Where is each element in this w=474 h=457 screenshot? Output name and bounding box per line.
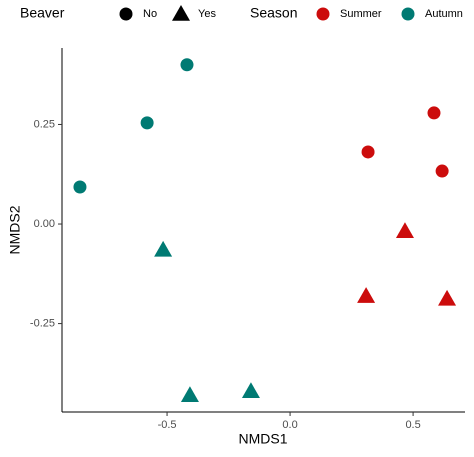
legend-title: Beaver [20, 5, 65, 21]
x-tick-label: 0.0 [282, 419, 297, 431]
y-tick-label: 0.00 [34, 218, 55, 230]
point [361, 145, 375, 159]
point [395, 222, 414, 238]
legend-symbol [172, 5, 190, 21]
legend-symbol [316, 7, 330, 21]
y-tick-label: 0.25 [34, 118, 55, 130]
point [427, 106, 441, 120]
point [73, 180, 87, 194]
point [241, 382, 260, 399]
x-tick-label: 0.5 [405, 419, 420, 431]
legend-symbol [401, 7, 415, 21]
point [140, 116, 154, 130]
x-tick-label: -0.5 [158, 419, 177, 431]
point [180, 386, 199, 403]
legend-label: No [143, 8, 157, 20]
legend-label: Autumn [425, 8, 463, 20]
point [435, 164, 449, 178]
x-axis-title: NMDS1 [238, 431, 287, 447]
legend-label: Yes [198, 8, 216, 20]
point [357, 287, 376, 303]
point [154, 240, 173, 257]
y-tick-label: -0.25 [30, 317, 55, 329]
legend-title: Season [250, 5, 297, 21]
point [438, 289, 457, 306]
point [180, 58, 194, 72]
legend-symbol [119, 7, 133, 21]
y-axis-title: NMDS2 [7, 205, 23, 254]
legend-label: Summer [340, 8, 382, 20]
